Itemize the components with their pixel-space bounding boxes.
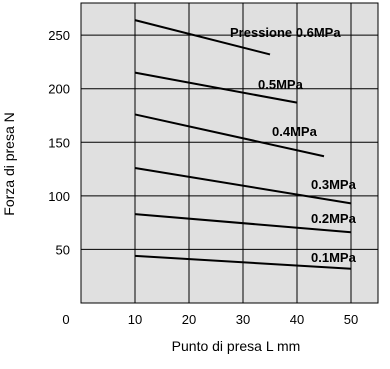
y-axis-label: Forza di presa N <box>1 112 17 215</box>
series-label-4: 0.2MPa <box>311 211 357 226</box>
series-line-5 <box>134 254 352 270</box>
x-tick-label-1: 10 <box>128 312 142 327</box>
x-tick-label-3: 30 <box>236 312 250 327</box>
y-tick-label-3: 200 <box>48 82 70 97</box>
series-label-0: Pressione 0.6MPa <box>230 25 341 40</box>
series-line-0 <box>134 19 271 56</box>
y-tick-label-2: 150 <box>48 135 70 150</box>
series-lines <box>134 19 352 270</box>
plot-area <box>80 2 379 304</box>
grid-lines <box>81 3 378 303</box>
x-tick-label-2: 20 <box>182 312 196 327</box>
y-tick-label-0: 50 <box>56 242 70 257</box>
x-tick-labels: 0 10 20 30 40 50 <box>62 312 358 327</box>
series-label-5: 0.1MPa <box>311 250 357 265</box>
series-line-1 <box>134 71 298 104</box>
x-tick-label-5: 50 <box>344 312 358 327</box>
series-line-3 <box>134 167 352 205</box>
series-line-4 <box>134 213 352 234</box>
series-label-2: 0.4MPa <box>272 124 318 139</box>
series-label-3: 0.3MPa <box>311 177 357 192</box>
series-line-2 <box>134 113 325 158</box>
x-tick-label-4: 40 <box>290 312 304 327</box>
x-tick-label-0: 0 <box>62 312 69 327</box>
y-tick-label-4: 250 <box>48 28 70 43</box>
y-tick-labels: 50 100 150 200 250 <box>48 28 70 257</box>
x-axis-label: Punto di presa L mm <box>172 338 301 354</box>
series-label-1: 0.5MPa <box>258 77 304 92</box>
y-tick-label-1: 100 <box>48 189 70 204</box>
series-labels: Pressione 0.6MPa 0.5MPa 0.4MPa 0.3MPa 0.2MPa… <box>230 25 357 265</box>
